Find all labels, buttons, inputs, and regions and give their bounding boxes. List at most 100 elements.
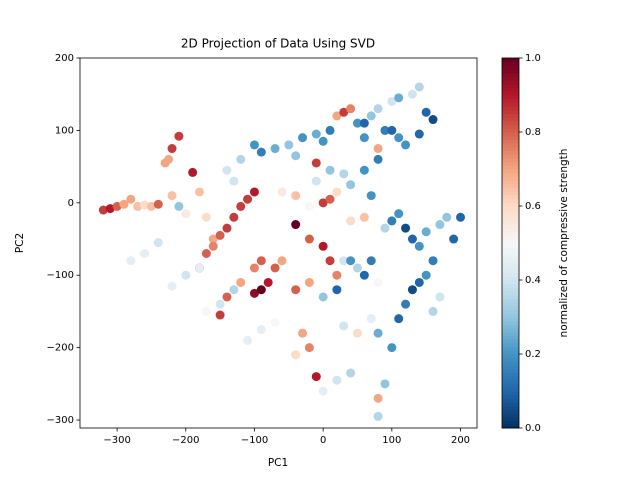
colorbar-slice (502, 291, 519, 296)
point (373, 144, 383, 154)
x-tick-label: −100 (241, 435, 268, 446)
point (421, 107, 431, 117)
colorbar-slice (502, 80, 519, 85)
point (284, 140, 294, 150)
point (222, 223, 232, 233)
point (352, 328, 362, 338)
colorbar-slice (502, 402, 519, 407)
point (339, 169, 349, 179)
point (373, 154, 383, 164)
point (243, 194, 253, 204)
x-tick-label: −200 (172, 435, 199, 446)
colorbar-slice (502, 294, 519, 299)
colorbar-frame (501, 57, 520, 429)
point (352, 118, 362, 128)
point (270, 263, 280, 273)
point (304, 234, 314, 244)
point (332, 270, 342, 280)
point (414, 277, 424, 287)
point (325, 194, 335, 204)
point (366, 314, 376, 324)
point (164, 154, 174, 164)
point (167, 281, 177, 291)
y-tick-label: 200 (55, 53, 74, 64)
x-tick-label: 200 (451, 435, 470, 446)
colorbar-slice (502, 228, 519, 233)
point (318, 386, 328, 396)
colorbar-slice (502, 176, 519, 181)
point (407, 234, 417, 244)
point (270, 317, 280, 327)
colorbar-slice (502, 113, 519, 118)
point (325, 165, 335, 175)
colorbar-slice (502, 120, 519, 126)
point (414, 241, 424, 251)
colorbar-slice (502, 235, 519, 240)
colorbar-slice (502, 272, 519, 277)
point (332, 111, 342, 121)
colorbar-tick-label: 0.2 (525, 349, 541, 360)
colorbar-slice (502, 305, 519, 311)
colorbar-slice (502, 405, 519, 410)
colorbar-tick-label: 0.4 (525, 275, 541, 286)
point (346, 256, 356, 266)
point (359, 118, 369, 128)
point (277, 256, 287, 266)
colorbar-label: normalized of compressive strength (558, 149, 570, 338)
point (229, 285, 239, 295)
colorbar-slice (502, 95, 519, 100)
point (256, 325, 266, 335)
colorbar-slice (502, 91, 519, 96)
colorbar-slice (502, 391, 519, 396)
colorbar-slice (502, 124, 519, 129)
y-tick-label: −200 (47, 343, 74, 354)
point (435, 220, 445, 230)
point (401, 223, 411, 233)
colorbar-slice (502, 117, 519, 122)
point (359, 270, 369, 280)
point (112, 201, 122, 211)
point (456, 212, 466, 222)
colorbar-slice (502, 135, 519, 140)
point (373, 104, 383, 114)
colorbar-slice (502, 132, 519, 137)
colorbar-slice (502, 420, 519, 425)
point (346, 216, 356, 226)
colorbar-slice (502, 220, 519, 225)
point (332, 187, 342, 197)
colorbar-slice (502, 276, 519, 281)
point (249, 187, 259, 197)
colorbar-slice (502, 298, 519, 303)
point (140, 248, 150, 258)
colorbar-slice (502, 365, 519, 370)
point (146, 201, 156, 211)
point (387, 216, 397, 226)
colorbar-slice (502, 394, 519, 399)
point (291, 151, 301, 161)
colorbar-slice (502, 143, 519, 148)
point (380, 125, 390, 135)
point (167, 191, 177, 201)
colorbar-slice (502, 102, 519, 107)
colorbar-slice (502, 342, 519, 348)
colorbar-slice (502, 409, 519, 414)
point (428, 256, 438, 266)
colorbar-slice (502, 69, 519, 74)
colorbar-slice (502, 198, 519, 203)
colorbar-slice (502, 398, 519, 403)
colorbar-slice (502, 383, 519, 388)
point (359, 165, 369, 175)
point (304, 277, 314, 287)
point (201, 248, 211, 258)
point (339, 321, 349, 331)
chart-title: 2D Projection of Data Using SVD (181, 37, 375, 51)
x-tick-label: −300 (103, 435, 130, 446)
colorbar-slice (502, 265, 519, 270)
point (318, 241, 328, 251)
colorbar-slice (502, 257, 519, 262)
point (414, 129, 424, 139)
point (311, 129, 321, 139)
point (243, 335, 253, 345)
point (421, 270, 431, 280)
